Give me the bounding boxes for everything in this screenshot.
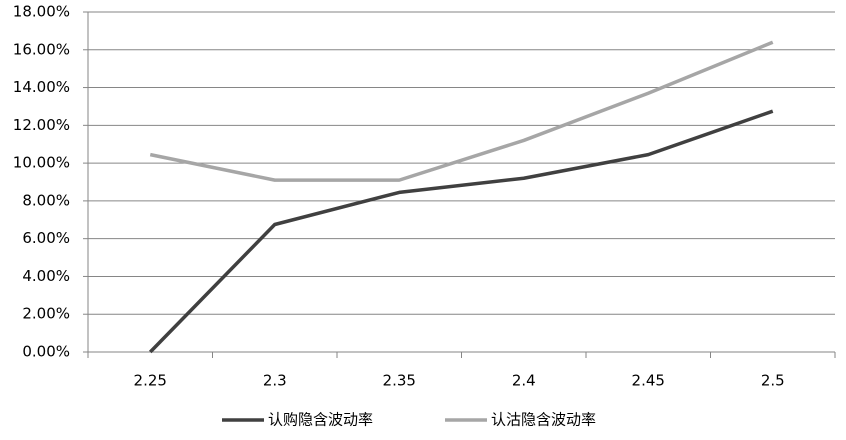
y-tick-label: 14.00% [13, 78, 70, 96]
series-line [148, 109, 774, 354]
y-tick-label: 16.00% [13, 40, 70, 58]
series-line [149, 40, 774, 182]
y-tick-label: 6.00% [22, 229, 70, 247]
legend-label: 认沽隐含波动率 [491, 411, 596, 429]
x-tick-label: 2.45 [632, 372, 665, 390]
y-tick-label: 12.00% [13, 116, 70, 134]
x-tick-label: 2.5 [761, 372, 785, 390]
x-tick-label: 2.4 [512, 372, 536, 390]
y-tick-label: 10.00% [13, 154, 70, 172]
y-tick-label: 18.00% [13, 3, 70, 21]
y-tick-label: 0.00% [22, 343, 70, 361]
x-tick-label: 2.35 [383, 372, 416, 390]
x-tick-label: 2.3 [263, 372, 287, 390]
legend-label: 认购隐含波动率 [268, 411, 373, 429]
x-tick-label: 2.25 [134, 372, 167, 390]
y-tick-label: 4.00% [22, 267, 70, 285]
y-tick-label: 2.00% [22, 305, 70, 323]
y-tick-label: 8.00% [22, 191, 70, 209]
